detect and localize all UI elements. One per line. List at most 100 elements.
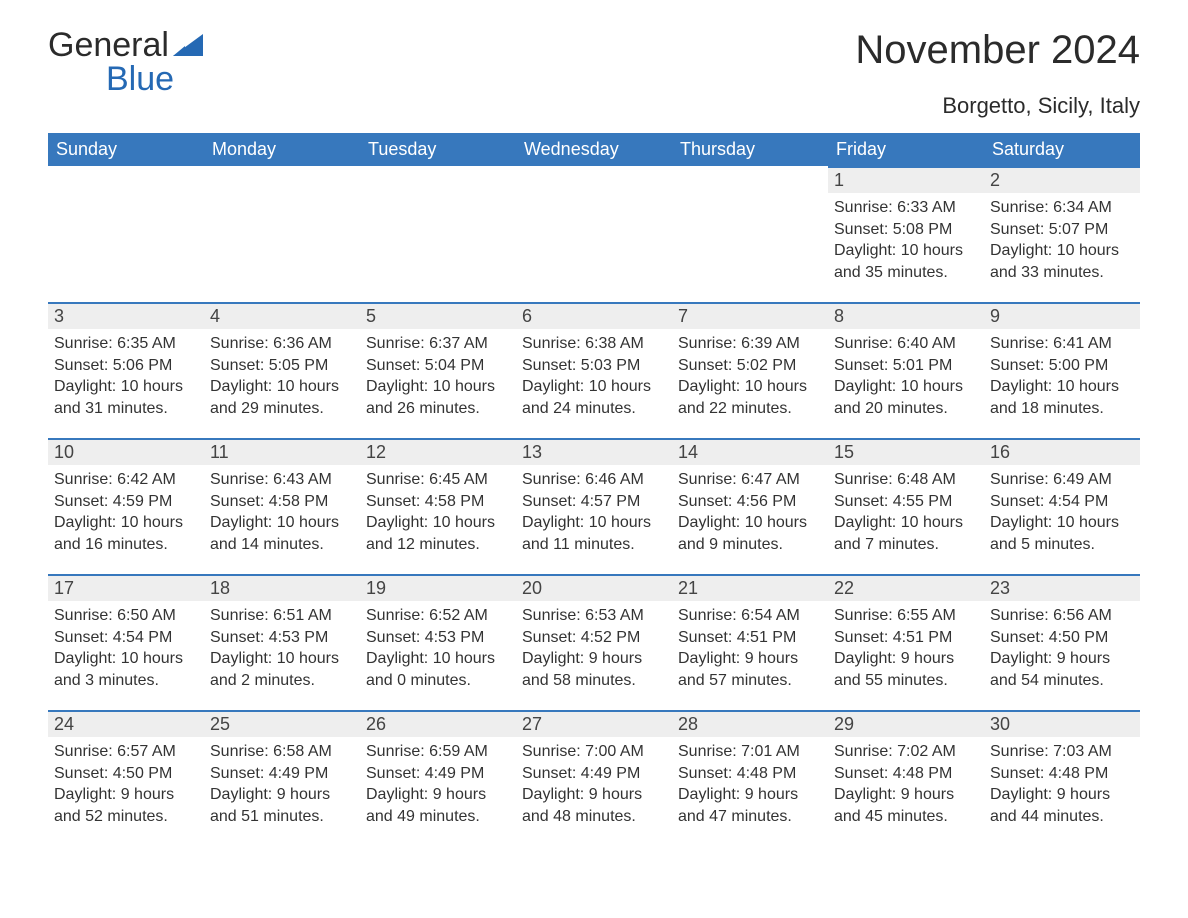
sunrise-line: Sunrise: 6:49 AM [990, 469, 1134, 491]
daylight-line: Daylight: 10 hours and 22 minutes. [678, 376, 822, 419]
day-number: 24 [48, 710, 204, 737]
sunset-line: Sunset: 4:59 PM [54, 491, 198, 513]
calendar-day-cell: 24Sunrise: 6:57 AMSunset: 4:50 PMDayligh… [48, 710, 204, 846]
sunset-line: Sunset: 4:57 PM [522, 491, 666, 513]
sunrise-line: Sunrise: 6:59 AM [366, 741, 510, 763]
day-details: Sunrise: 6:51 AMSunset: 4:53 PMDaylight:… [204, 601, 360, 695]
calendar-day-cell: 14Sunrise: 6:47 AMSunset: 4:56 PMDayligh… [672, 438, 828, 574]
daylight-line: Daylight: 10 hours and 3 minutes. [54, 648, 198, 691]
day-details: Sunrise: 6:59 AMSunset: 4:49 PMDaylight:… [360, 737, 516, 831]
calendar-day-cell: 26Sunrise: 6:59 AMSunset: 4:49 PMDayligh… [360, 710, 516, 846]
sunrise-line: Sunrise: 6:43 AM [210, 469, 354, 491]
calendar-week-row: 1Sunrise: 6:33 AMSunset: 5:08 PMDaylight… [48, 166, 1140, 302]
calendar-day-cell: 30Sunrise: 7:03 AMSunset: 4:48 PMDayligh… [984, 710, 1140, 846]
sunrise-line: Sunrise: 7:02 AM [834, 741, 978, 763]
daylight-line: Daylight: 10 hours and 29 minutes. [210, 376, 354, 419]
day-details: Sunrise: 6:49 AMSunset: 4:54 PMDaylight:… [984, 465, 1140, 559]
calendar-day-cell: 29Sunrise: 7:02 AMSunset: 4:48 PMDayligh… [828, 710, 984, 846]
calendar-day-cell: 7Sunrise: 6:39 AMSunset: 5:02 PMDaylight… [672, 302, 828, 438]
day-details: Sunrise: 7:02 AMSunset: 4:48 PMDaylight:… [828, 737, 984, 831]
weekday-header: Wednesday [516, 133, 672, 166]
daylight-line: Daylight: 10 hours and 24 minutes. [522, 376, 666, 419]
sunset-line: Sunset: 4:52 PM [522, 627, 666, 649]
weekday-header: Thursday [672, 133, 828, 166]
weekday-header: Saturday [984, 133, 1140, 166]
day-number: 4 [204, 302, 360, 329]
sunset-line: Sunset: 5:03 PM [522, 355, 666, 377]
calendar-week-row: 24Sunrise: 6:57 AMSunset: 4:50 PMDayligh… [48, 710, 1140, 846]
day-number: 20 [516, 574, 672, 601]
day-number: 14 [672, 438, 828, 465]
day-details: Sunrise: 6:50 AMSunset: 4:54 PMDaylight:… [48, 601, 204, 695]
sunrise-line: Sunrise: 6:57 AM [54, 741, 198, 763]
calendar-day-cell: 28Sunrise: 7:01 AMSunset: 4:48 PMDayligh… [672, 710, 828, 846]
sunset-line: Sunset: 4:51 PM [678, 627, 822, 649]
calendar-day-cell: 16Sunrise: 6:49 AMSunset: 4:54 PMDayligh… [984, 438, 1140, 574]
weekday-header-row: SundayMondayTuesdayWednesdayThursdayFrid… [48, 133, 1140, 166]
day-details: Sunrise: 7:00 AMSunset: 4:49 PMDaylight:… [516, 737, 672, 831]
calendar-day-cell: 12Sunrise: 6:45 AMSunset: 4:58 PMDayligh… [360, 438, 516, 574]
day-number: 6 [516, 302, 672, 329]
daylight-line: Daylight: 9 hours and 54 minutes. [990, 648, 1134, 691]
day-details: Sunrise: 6:35 AMSunset: 5:06 PMDaylight:… [48, 329, 204, 423]
calendar-day-cell: 27Sunrise: 7:00 AMSunset: 4:49 PMDayligh… [516, 710, 672, 846]
calendar-table: SundayMondayTuesdayWednesdayThursdayFrid… [48, 133, 1140, 846]
weekday-header: Friday [828, 133, 984, 166]
calendar-day-cell: 19Sunrise: 6:52 AMSunset: 4:53 PMDayligh… [360, 574, 516, 710]
calendar-day-cell: 23Sunrise: 6:56 AMSunset: 4:50 PMDayligh… [984, 574, 1140, 710]
calendar-day-cell: 17Sunrise: 6:50 AMSunset: 4:54 PMDayligh… [48, 574, 204, 710]
daylight-line: Daylight: 10 hours and 33 minutes. [990, 240, 1134, 283]
sunrise-line: Sunrise: 6:38 AM [522, 333, 666, 355]
day-number: 15 [828, 438, 984, 465]
sunrise-line: Sunrise: 6:41 AM [990, 333, 1134, 355]
calendar-day-cell: 5Sunrise: 6:37 AMSunset: 5:04 PMDaylight… [360, 302, 516, 438]
day-number: 7 [672, 302, 828, 329]
daylight-line: Daylight: 9 hours and 57 minutes. [678, 648, 822, 691]
day-details: Sunrise: 6:43 AMSunset: 4:58 PMDaylight:… [204, 465, 360, 559]
sunset-line: Sunset: 5:04 PM [366, 355, 510, 377]
day-number: 2 [984, 166, 1140, 193]
calendar-week-row: 17Sunrise: 6:50 AMSunset: 4:54 PMDayligh… [48, 574, 1140, 710]
day-details: Sunrise: 7:03 AMSunset: 4:48 PMDaylight:… [984, 737, 1140, 831]
day-details: Sunrise: 6:39 AMSunset: 5:02 PMDaylight:… [672, 329, 828, 423]
daylight-line: Daylight: 10 hours and 12 minutes. [366, 512, 510, 555]
sunset-line: Sunset: 4:56 PM [678, 491, 822, 513]
calendar-empty-cell [204, 166, 360, 302]
sunset-line: Sunset: 4:54 PM [990, 491, 1134, 513]
calendar-day-cell: 9Sunrise: 6:41 AMSunset: 5:00 PMDaylight… [984, 302, 1140, 438]
sunset-line: Sunset: 5:01 PM [834, 355, 978, 377]
day-number: 25 [204, 710, 360, 737]
day-details: Sunrise: 6:40 AMSunset: 5:01 PMDaylight:… [828, 329, 984, 423]
sunset-line: Sunset: 4:58 PM [366, 491, 510, 513]
sunset-line: Sunset: 4:49 PM [522, 763, 666, 785]
calendar-day-cell: 15Sunrise: 6:48 AMSunset: 4:55 PMDayligh… [828, 438, 984, 574]
sunset-line: Sunset: 5:00 PM [990, 355, 1134, 377]
calendar-day-cell: 6 Sunrise: 6:38 AMSunset: 5:03 PMDaylight… [516, 302, 672, 438]
sunset-line: Sunset: 4:53 PM [210, 627, 354, 649]
day-details: Sunrise: 6:41 AMSunset: 5:00 PMDaylight:… [984, 329, 1140, 423]
sunset-line: Sunset: 4:48 PM [834, 763, 978, 785]
day-number: 16 [984, 438, 1140, 465]
day-number: 10 [48, 438, 204, 465]
sunrise-line: Sunrise: 7:03 AM [990, 741, 1134, 763]
day-details: Sunrise: 6:57 AMSunset: 4:50 PMDaylight:… [48, 737, 204, 831]
calendar-day-cell: 2Sunrise: 6:34 AMSunset: 5:07 PMDaylight… [984, 166, 1140, 302]
calendar-day-cell: 22Sunrise: 6:55 AMSunset: 4:51 PMDayligh… [828, 574, 984, 710]
brand-text-2: Blue [106, 62, 203, 96]
day-number: 5 [360, 302, 516, 329]
day-details: Sunrise: 6:54 AMSunset: 4:51 PMDaylight:… [672, 601, 828, 695]
daylight-line: Daylight: 10 hours and 2 minutes. [210, 648, 354, 691]
calendar-day-cell: 20Sunrise: 6:53 AMSunset: 4:52 PMDayligh… [516, 574, 672, 710]
daylight-line: Daylight: 10 hours and 9 minutes. [678, 512, 822, 555]
calendar-day-cell: 8Sunrise: 6:40 AMSunset: 5:01 PMDaylight… [828, 302, 984, 438]
sunset-line: Sunset: 4:48 PM [678, 763, 822, 785]
day-number: 21 [672, 574, 828, 601]
weekday-header: Tuesday [360, 133, 516, 166]
daylight-line: Daylight: 10 hours and 0 minutes. [366, 648, 510, 691]
calendar-day-cell: 1Sunrise: 6:33 AMSunset: 5:08 PMDaylight… [828, 166, 984, 302]
day-number: 8 [828, 302, 984, 329]
sunrise-line: Sunrise: 7:01 AM [678, 741, 822, 763]
sunset-line: Sunset: 5:07 PM [990, 219, 1134, 241]
sunrise-line: Sunrise: 6:45 AM [366, 469, 510, 491]
sunrise-line: Sunrise: 6:55 AM [834, 605, 978, 627]
